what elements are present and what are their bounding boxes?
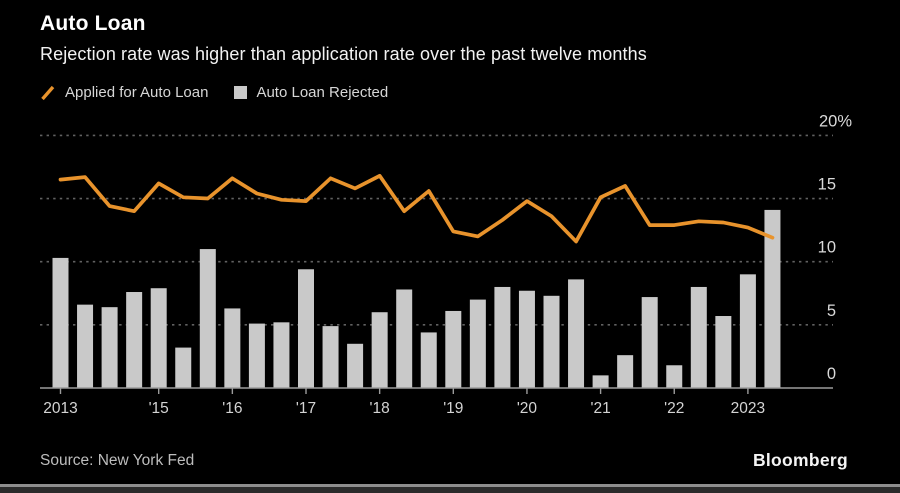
bottom-window-edge — [0, 484, 900, 493]
bar-auto-loan-rejected — [150, 288, 167, 388]
bar-auto-loan-rejected — [199, 249, 216, 388]
x-axis-label: '21 — [590, 400, 610, 417]
bar-auto-loan-rejected — [617, 355, 634, 388]
x-axis-label: '16 — [222, 400, 242, 417]
y-axis-label: 0 — [827, 365, 836, 383]
bar-auto-loan-rejected — [445, 310, 462, 388]
bar-auto-loan-rejected — [690, 286, 707, 388]
legend-label-rejected: Auto Loan Rejected — [256, 84, 389, 101]
bar-auto-loan-rejected — [715, 316, 732, 388]
bar-auto-loan-rejected — [666, 365, 683, 388]
chart-title: Auto Loan — [40, 12, 146, 35]
line-swatch-stroke — [41, 85, 55, 100]
x-axis-label: 2023 — [731, 400, 765, 417]
bar-auto-loan-rejected — [52, 257, 69, 388]
bar-auto-loan-rejected — [273, 322, 290, 388]
legend-item-rejected: Auto Loan Rejected — [234, 84, 388, 101]
x-axis-label: '15 — [149, 400, 169, 417]
bar-auto-loan-rejected — [739, 274, 756, 388]
y-axis-label: 5 — [827, 302, 836, 320]
x-axis-label: '18 — [370, 400, 390, 417]
bar-auto-loan-rejected — [298, 269, 314, 388]
x-axis-label: '20 — [517, 400, 538, 417]
y-axis-label: 15 — [818, 176, 836, 194]
bar-auto-loan-rejected — [126, 292, 143, 388]
bar-auto-loan-rejected — [322, 326, 339, 388]
bar-auto-loan-rejected — [347, 343, 364, 388]
bloomberg-logo: Bloomberg — [752, 450, 848, 470]
x-axis-label: 2013 — [43, 400, 77, 417]
bar-swatch-icon — [234, 86, 248, 99]
x-axis-label: '17 — [296, 400, 316, 417]
bottom-edge-highlight — [0, 484, 900, 487]
bar-auto-loan-rejected — [175, 347, 192, 388]
bar-auto-loan-rejected — [396, 289, 413, 388]
bar-auto-loan-rejected — [543, 295, 560, 388]
bar-auto-loan-rejected — [77, 304, 94, 388]
chart-subtitle: Rejection rate was higher than applicati… — [40, 44, 647, 64]
legend-label-applied: Applied for Auto Loan — [65, 84, 209, 101]
line-swatch-icon — [41, 85, 55, 100]
bar-auto-loan-rejected — [764, 209, 781, 388]
x-axis-label: '19 — [443, 400, 463, 417]
bottom-edge-shadow — [0, 487, 900, 493]
bar-auto-loan-rejected — [371, 312, 388, 388]
bar-auto-loan-rejected — [568, 279, 585, 388]
bar-auto-loan-rejected — [592, 375, 609, 388]
chart-legend: Applied for Auto Loan Auto Loan Rejected — [40, 84, 388, 101]
x-axis-label: '22 — [664, 400, 684, 417]
bar-auto-loan-rejected — [420, 332, 437, 388]
bar-auto-loan-rejected — [224, 308, 241, 388]
source-note: Source: New York Fed — [40, 452, 195, 469]
bar-auto-loan-rejected — [248, 323, 265, 388]
line-applied-for-auto-loan — [58, 173, 775, 244]
y-axis-label: 10 — [818, 239, 836, 257]
bar-auto-loan-rejected — [494, 286, 511, 388]
bar-auto-loan-rejected — [101, 307, 118, 388]
bar-auto-loan-rejected — [469, 299, 486, 388]
legend-item-applied: Applied for Auto Loan — [40, 84, 208, 101]
bar-auto-loan-rejected — [518, 290, 535, 388]
y-axis-label: 20% — [819, 112, 852, 130]
bar-auto-loan-rejected — [641, 297, 658, 388]
